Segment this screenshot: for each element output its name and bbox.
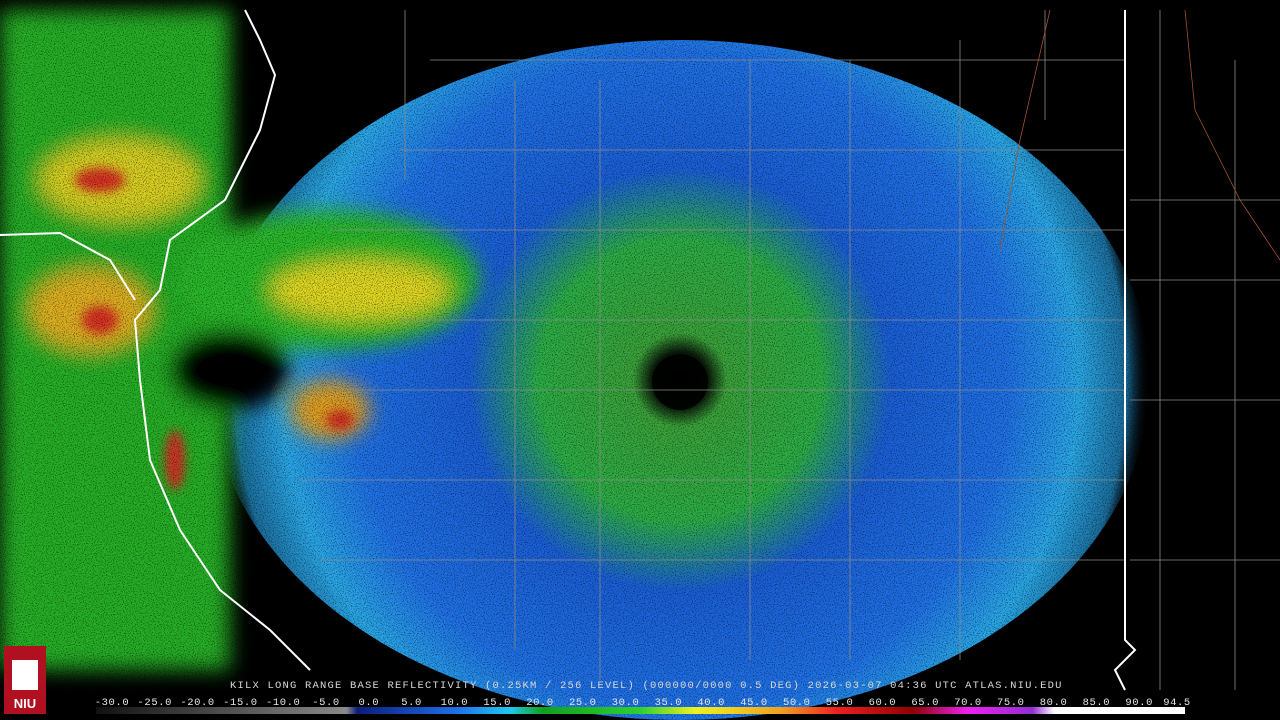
scale-label: -15.0 bbox=[223, 697, 258, 709]
scale-label: 25.0 bbox=[569, 697, 597, 709]
state-boundaries bbox=[0, 9, 1137, 691]
scale-label: 5.0 bbox=[401, 697, 422, 709]
county-lines bbox=[300, 10, 1280, 690]
scale-label: 70.0 bbox=[954, 697, 982, 709]
scale-label: 65.0 bbox=[911, 697, 939, 709]
scale-label: 35.0 bbox=[655, 697, 683, 709]
scale-label: 30.0 bbox=[612, 697, 640, 709]
color-scale bbox=[96, 707, 1185, 714]
scale-label: 90.0 bbox=[1125, 697, 1153, 709]
scale-label: 55.0 bbox=[826, 697, 854, 709]
scale-label: 60.0 bbox=[869, 697, 897, 709]
caption: KILX LONG RANGE BASE REFLECTIVITY (0.25K… bbox=[230, 680, 1063, 692]
scale-label: 40.0 bbox=[697, 697, 725, 709]
scale-label: 20.0 bbox=[526, 697, 554, 709]
scale-label: 75.0 bbox=[997, 697, 1025, 709]
scale-label: 10.0 bbox=[441, 697, 469, 709]
scale-label: 80.0 bbox=[1040, 697, 1068, 709]
cone-of-silence bbox=[652, 354, 708, 410]
scale-label: 15.0 bbox=[483, 697, 511, 709]
scale-label: -5.0 bbox=[312, 697, 340, 709]
scale-label: 0.0 bbox=[358, 697, 379, 709]
logo-text: NIU bbox=[14, 696, 36, 711]
scale-label: -20.0 bbox=[180, 697, 215, 709]
scale-label: -25.0 bbox=[138, 697, 173, 709]
state-lines bbox=[999, 9, 1280, 261]
scale-label: 50.0 bbox=[783, 697, 811, 709]
scale-label: 45.0 bbox=[740, 697, 768, 709]
scale-label: -30.0 bbox=[95, 697, 130, 709]
scale-label: 85.0 bbox=[1083, 697, 1111, 709]
scale-label: -10.0 bbox=[266, 697, 301, 709]
scale-labels: -30.0 -25.0 -20.0 -15.0 -10.0 -5.0 0.0 5.0 10.0 1… bbox=[95, 697, 1191, 709]
scale-label: 94.5 bbox=[1163, 697, 1191, 709]
logo: NIU bbox=[4, 646, 46, 714]
logo-emblem bbox=[12, 660, 38, 690]
